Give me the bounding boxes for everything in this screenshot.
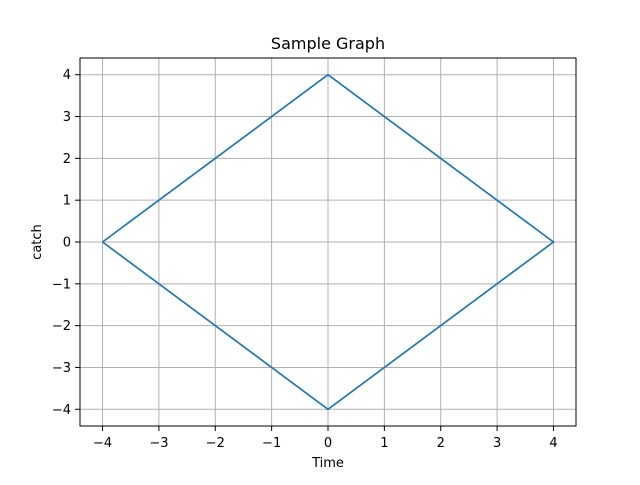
y-tick-label: −2 — [52, 319, 71, 334]
y-tick-label: 0 — [63, 236, 71, 251]
series-line — [102, 73, 555, 411]
x-tick-label: 2 — [437, 436, 445, 451]
y-tick-label: 1 — [63, 194, 71, 209]
grid-layer — [80, 58, 576, 426]
tick-layer: −4 −3 −2 −1 0 1 2 3 4 −4 −3 −2 −1 0 1 2 3 4 — [52, 68, 558, 451]
x-tick-label: 4 — [549, 436, 557, 451]
x-tick-label: 1 — [380, 436, 388, 451]
y-axis-title: catch — [30, 224, 45, 260]
x-tick-label: −3 — [149, 436, 168, 451]
y-tick-label: 3 — [63, 110, 71, 125]
y-tick-label: −3 — [52, 361, 71, 376]
y-tick-label: −1 — [52, 277, 71, 292]
x-tick-label: −2 — [206, 436, 225, 451]
series-layer — [102, 73, 555, 411]
x-axis-title: Time — [311, 456, 344, 471]
y-tick-label: −4 — [52, 403, 71, 418]
x-tick-label: −1 — [262, 436, 281, 451]
x-tick-label: 0 — [324, 436, 332, 451]
x-tick-label: 3 — [493, 436, 501, 451]
chart-title: Sample Graph — [271, 34, 385, 53]
y-tick-label: 2 — [63, 152, 71, 167]
x-tick-label: −4 — [93, 436, 112, 451]
y-tick-label: 4 — [63, 68, 71, 83]
